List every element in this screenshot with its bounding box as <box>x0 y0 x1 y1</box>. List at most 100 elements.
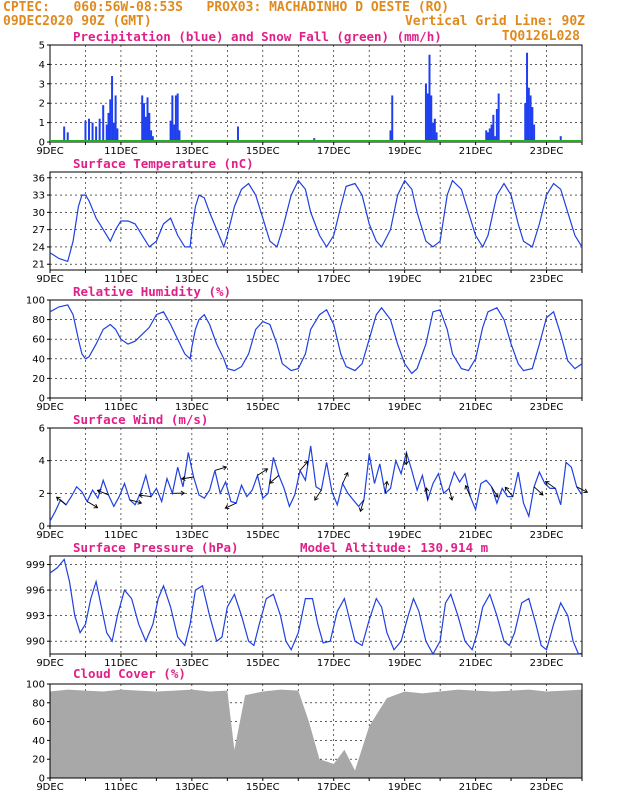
wind-arrow <box>269 475 280 484</box>
precip-bar <box>95 126 98 142</box>
wind-arrow <box>299 461 309 471</box>
precip-bar <box>488 128 491 142</box>
precip-bar <box>98 118 101 142</box>
precip-ytick-label: 5 <box>39 41 45 52</box>
rh-ytick-label: 0 <box>39 394 45 405</box>
precip-bar <box>116 128 119 142</box>
precip-xtick-label: 9DEC <box>36 146 63 157</box>
rh-xtick-label: 23DEC <box>530 402 564 413</box>
precip-ytick-label: 2 <box>39 99 45 110</box>
temp-xtick-label: 21DEC <box>459 274 493 285</box>
temp-ytick-label: 33 <box>32 191 45 202</box>
temp-series-line <box>49 179 583 263</box>
wind-arrow-head <box>55 496 61 502</box>
wind-xtick-label: 23DEC <box>530 530 564 541</box>
wind-arrow <box>56 496 67 506</box>
rh-xtick-label: 11DEC <box>104 402 138 413</box>
wind-title: Surface Wind (m/s) <box>73 412 209 427</box>
precip-bar <box>146 97 149 142</box>
wind-arrow-head <box>448 496 454 501</box>
rh-title: Relative Humidity (%) <box>73 284 232 299</box>
precip-bar <box>533 124 536 142</box>
wind-arrow-head <box>138 492 143 499</box>
precip-xtick-label: 11DEC <box>104 146 138 157</box>
wind-arrow <box>181 476 194 480</box>
precip-panel: 0 1 2 3 4 5 9DEC 11DEC 13DEC 15DEC 17DEC 19DEC 21DEC… <box>36 41 583 157</box>
wind-arrow <box>425 487 429 500</box>
precip-bar <box>150 130 153 142</box>
wind-arrow-head <box>180 475 186 481</box>
header-model: TQ0126L028 <box>501 29 580 44</box>
rh-xtick-label: 9DEC <box>36 402 63 413</box>
wind-arrow <box>504 486 514 497</box>
wind-arrow-head <box>538 490 544 496</box>
wind-arrow <box>87 501 98 509</box>
wind-arrow <box>225 502 237 509</box>
wind-arrow <box>448 488 453 501</box>
precip-bar <box>529 95 532 142</box>
temp-xtick-label: 9DEC <box>36 274 63 285</box>
pres-xtick-label: 9DEC <box>36 658 63 669</box>
wind-arrow-head <box>424 487 430 492</box>
wind-arrow-head <box>344 471 349 477</box>
precip-bar <box>531 107 534 142</box>
precip-bar <box>389 130 392 142</box>
precip-bar <box>490 124 493 142</box>
pres-xtick-label: 21DEC <box>459 658 493 669</box>
wind-arrow <box>139 494 152 498</box>
wind-arrow-head <box>180 490 186 496</box>
pres-title: Surface Pressure (hPa) <box>73 540 239 555</box>
wind-arrow-head <box>137 499 143 505</box>
precip-bar <box>148 112 151 142</box>
wind-frame <box>49 427 583 527</box>
precip-bar <box>102 105 105 142</box>
cloud-ytick-label: 40 <box>32 736 45 747</box>
temp-panel: 21 24 27 30 33 36 9DEC 11DEC 13DEC 15DEC 17DEC 19DE… <box>32 171 583 285</box>
precip-ytick-label: 3 <box>39 79 45 90</box>
precip-bar <box>176 93 179 142</box>
wind-xtick-label: 19DEC <box>388 530 422 541</box>
precip-xtick-label: 13DEC <box>175 146 209 157</box>
pres-ytick-label: 990 <box>26 637 45 648</box>
precip-bar <box>487 132 490 142</box>
wind-arrow <box>491 486 499 498</box>
precip-bar <box>391 95 394 142</box>
precip-bar <box>178 130 181 142</box>
precip-frame <box>49 44 583 143</box>
rh-xtick-label: 21DEC <box>459 402 493 413</box>
wind-arrow-head <box>314 496 319 501</box>
precip-bar <box>171 95 174 142</box>
precip-bar <box>66 132 69 142</box>
precip-ytick-label: 4 <box>39 60 45 71</box>
pres-xtick-label: 11DEC <box>104 658 138 669</box>
cloud-title: Cloud Cover (%) <box>73 666 186 681</box>
precip-bar <box>524 103 527 142</box>
precip-xtick-label: 23DEC <box>530 146 564 157</box>
precip-bar <box>88 118 91 142</box>
precip-bar <box>114 95 117 142</box>
rh-series-line <box>49 304 583 375</box>
precip-bar <box>430 95 433 142</box>
wind-arrow-head <box>583 488 589 494</box>
cloud-ytick-label: 60 <box>32 717 45 728</box>
cloud-ytick-label: 0 <box>39 774 45 785</box>
precip-bar <box>236 126 239 142</box>
wind-xtick-label: 17DEC <box>317 530 351 541</box>
wind-arrow-head <box>493 493 499 498</box>
wind-arrow <box>97 489 109 496</box>
wind-arrow <box>576 486 588 493</box>
rh-xtick-label: 17DEC <box>317 402 351 413</box>
precip-ytick-label: 0 <box>39 138 45 149</box>
pres-xtick-label: 19DEC <box>388 658 422 669</box>
temp-title: Surface Temperature (nC) <box>73 156 254 171</box>
cloud-ytick-label: 20 <box>32 755 45 766</box>
rh-xtick-label: 15DEC <box>246 402 280 413</box>
cloud-panel: 0 20 40 60 80 100 9DEC 11DEC 13DEC 15DEC 17DEC 19DE… <box>26 680 583 793</box>
wind-arrow <box>359 499 365 512</box>
wind-arrow-head <box>222 465 228 471</box>
cloud-xtick-label: 23DEC <box>530 782 564 793</box>
pres-series-line <box>49 558 583 656</box>
precip-bar <box>107 112 110 142</box>
pres-xtick-label: 13DEC <box>175 658 209 669</box>
